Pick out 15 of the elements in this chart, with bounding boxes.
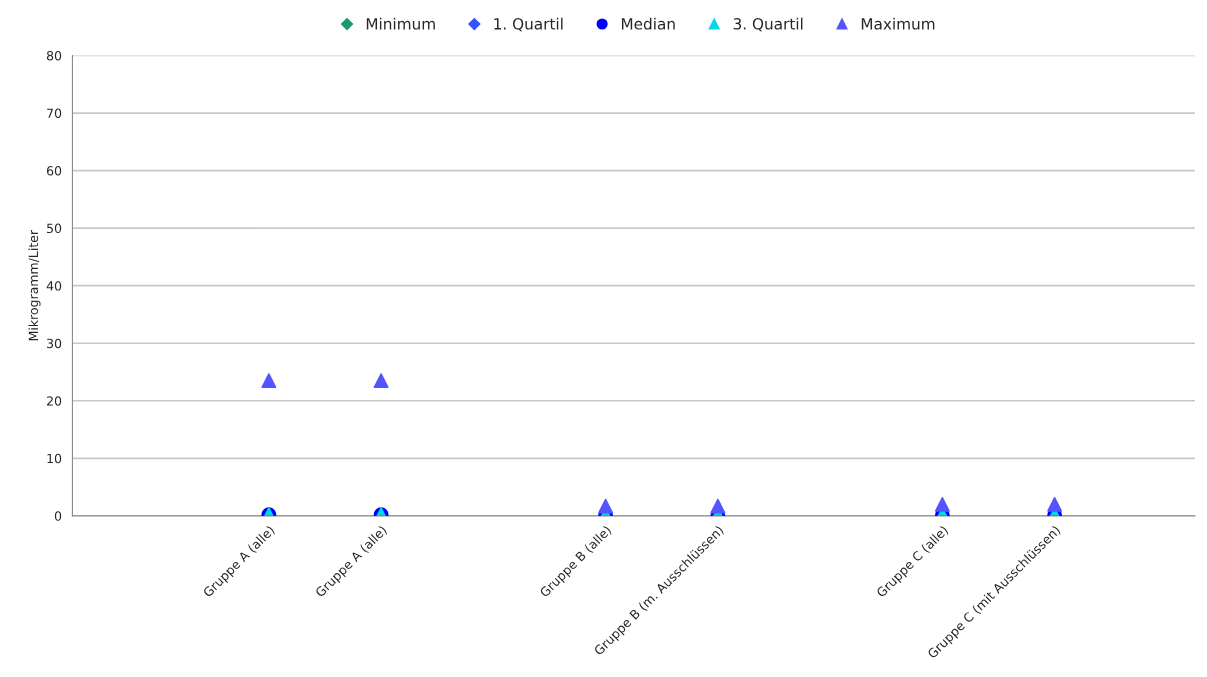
y-axis-title: Mikrogramm/Liter — [28, 229, 41, 341]
y-tick-label: 50 — [47, 223, 62, 234]
legend-label: Maximum — [861, 17, 935, 30]
y-tick-label: 80 — [46, 50, 62, 61]
y-tick-label: 70 — [47, 108, 62, 118]
y-tick-label: 30 — [47, 338, 62, 349]
y-tick-label: 10 — [47, 453, 62, 464]
legend-label: Minimum — [366, 17, 435, 30]
y-tick-label: 40 — [46, 281, 62, 291]
y-tick-label: 60 — [46, 166, 62, 176]
legend-label: 1. Quartil — [494, 17, 563, 32]
y-tick-label: 0 — [54, 511, 62, 521]
legend-label: Median — [621, 17, 675, 30]
y-tick-label: 20 — [47, 396, 62, 406]
legend-label: 3. Quartil — [733, 17, 803, 32]
